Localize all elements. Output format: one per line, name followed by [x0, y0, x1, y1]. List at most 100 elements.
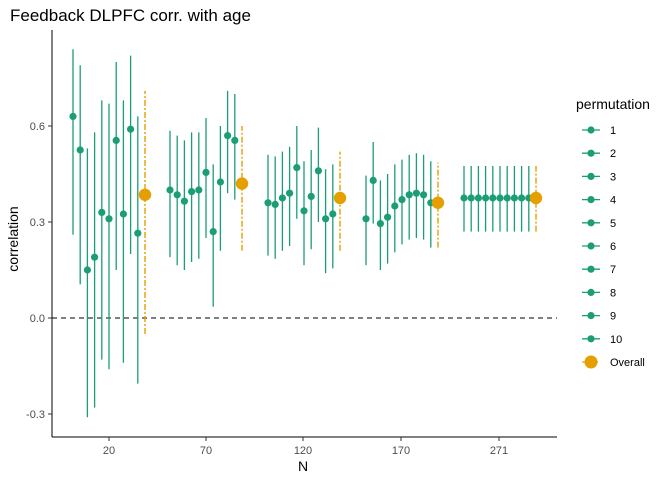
point-permutation-3: [180, 197, 188, 205]
legend-item-6: 6: [582, 241, 616, 253]
point-permutation-7: [112, 136, 120, 144]
point-permutation-3: [83, 266, 91, 274]
point-permutation-6: [496, 194, 504, 202]
point-overall: [529, 191, 543, 205]
point-permutation-5: [391, 202, 399, 210]
legend-label: 3: [610, 171, 616, 183]
legend-item-7: 7: [582, 264, 616, 276]
point-permutation-4: [286, 189, 294, 197]
point-permutation-8: [119, 210, 127, 218]
legend-item-1: 1: [582, 125, 616, 137]
point-permutation-7: [209, 228, 217, 236]
point-permutation-7: [307, 192, 315, 200]
point-permutation-1: [362, 215, 370, 223]
point-permutation-4: [188, 188, 196, 196]
legend-key-point: [587, 196, 595, 204]
group-70: [166, 90, 249, 307]
axes: -0.3 0.0 0.3 0.6 20 70 120 170 271: [26, 30, 557, 457]
point-permutation-6: [398, 196, 406, 204]
point-permutation-3: [278, 194, 286, 202]
point-overall: [235, 177, 249, 190]
legend-label: Overall: [610, 357, 645, 369]
point-permutation-5: [489, 194, 497, 202]
y-axis-title: correlation: [5, 206, 21, 271]
point-permutation-8: [412, 189, 420, 197]
x-axis-title: N: [298, 458, 308, 474]
y-tick-label: 0.6: [30, 121, 45, 133]
point-permutation-5: [195, 186, 203, 194]
x-tick-label: 170: [392, 445, 410, 457]
legend-item-3: 3: [582, 171, 616, 183]
point-overall: [333, 191, 347, 205]
point-permutation-3: [474, 194, 482, 202]
legend-label: 9: [610, 311, 616, 323]
legend-key-point: [587, 288, 595, 296]
x-tick-label: 70: [200, 445, 212, 457]
legend-label: 6: [610, 241, 616, 253]
legend-key-point: [584, 355, 598, 369]
point-permutation-1: [264, 199, 272, 207]
group-170: [362, 142, 445, 270]
legend-item-10: 10: [582, 334, 622, 346]
y-tick-label: 0.3: [30, 217, 45, 229]
point-permutation-9: [322, 215, 330, 223]
legend-item-5: 5: [582, 218, 616, 230]
y-tick-label: -0.3: [26, 409, 45, 421]
group-271: [460, 166, 543, 232]
point-permutation-6: [300, 207, 308, 215]
legend-item-2: 2: [582, 148, 616, 160]
point-permutation-7: [405, 191, 413, 199]
legend-key-point: [587, 242, 595, 250]
point-permutation-6: [105, 215, 113, 223]
point-permutation-6: [202, 168, 210, 176]
point-permutation-4: [91, 253, 99, 261]
legend-key-point: [587, 312, 595, 320]
point-permutation-10: [134, 229, 142, 237]
legend: permutation 1 2 3 4 5 6 7 8 9 10 Overall: [576, 96, 650, 369]
point-permutation-5: [293, 164, 301, 172]
legend-key-point: [587, 335, 595, 343]
group-120: [264, 126, 347, 274]
legend-item-4: 4: [582, 195, 616, 207]
legend-key-point: [587, 265, 595, 273]
point-permutation-2: [467, 194, 475, 202]
point-permutation-10: [329, 210, 337, 218]
point-permutation-4: [482, 194, 490, 202]
point-permutation-2: [369, 176, 377, 184]
point-permutation-2: [76, 146, 84, 154]
y-tick-label: 0.0: [30, 313, 45, 325]
point-permutation-2: [271, 200, 279, 208]
point-permutation-8: [216, 178, 224, 186]
legend-key-point: [587, 172, 595, 180]
point-permutation-1: [69, 112, 77, 120]
x-tick-label: 20: [103, 445, 115, 457]
point-permutation-8: [314, 167, 322, 175]
point-permutation-9: [518, 194, 526, 202]
legend-key-point: [587, 219, 595, 227]
point-permutation-5: [98, 208, 106, 216]
x-tick-label: 120: [294, 445, 312, 457]
legend-item-overall: Overall: [582, 355, 645, 369]
legend-item-8: 8: [582, 287, 616, 299]
point-permutation-3: [376, 220, 384, 228]
point-permutation-1: [460, 194, 468, 202]
point-permutation-2: [173, 191, 181, 199]
point-permutation-10: [231, 136, 239, 144]
legend-label: 7: [610, 264, 616, 276]
legend-label: 2: [610, 148, 616, 160]
chart-title: Feedback DLPFC corr. with age: [10, 6, 251, 25]
point-overall: [138, 188, 152, 201]
point-permutation-4: [384, 213, 392, 221]
point-permutation-9: [127, 125, 135, 133]
legend-label: 1: [610, 125, 616, 137]
point-permutation-1: [166, 186, 174, 194]
legend-label: 4: [610, 195, 616, 207]
point-overall: [431, 196, 445, 209]
x-tick-label: 271: [490, 445, 508, 457]
point-permutation-9: [224, 132, 232, 140]
legend-label: 8: [610, 287, 616, 299]
group-20: [69, 49, 152, 418]
legend-key-point: [587, 126, 595, 134]
legend-label: 10: [610, 334, 622, 346]
